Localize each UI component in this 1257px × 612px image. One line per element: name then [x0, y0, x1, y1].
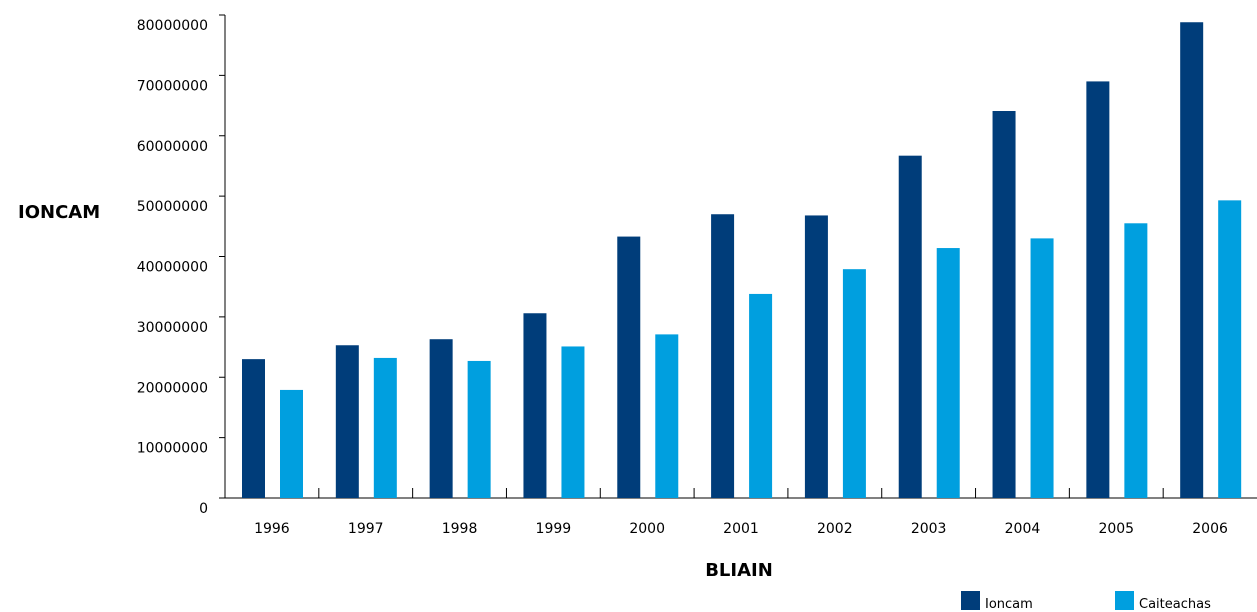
x-tick-label: 1998: [442, 521, 478, 537]
x-tick-label: 2004: [1005, 521, 1041, 537]
bar-caiteachas-1999: [561, 346, 585, 498]
bar-ioncam-1998: [429, 339, 453, 498]
x-tick-label: 1996: [254, 521, 290, 537]
bar-ioncam-2002: [804, 215, 828, 498]
bar-caiteachas-1998: [467, 360, 491, 498]
x-tick-label: 2006: [1192, 521, 1228, 537]
bar-caiteachas-2001: [749, 293, 773, 498]
y-tick-label: 80000000: [137, 18, 208, 34]
bar-caiteachas-2002: [842, 269, 866, 498]
x-tick-label: 2005: [1098, 521, 1134, 537]
bar-ioncam-2004: [992, 110, 1016, 498]
legend-label-ioncam: Ioncam: [985, 597, 1033, 612]
y-axis: 0 10000000 20000000 30000000 40000000 5000000…: [137, 14, 226, 517]
bar-caiteachas-2005: [1124, 223, 1148, 498]
bar-ioncam-2003: [898, 155, 922, 498]
x-tick-label: 2003: [911, 521, 947, 537]
x-tick-label: 1997: [348, 521, 384, 537]
x-tick-label: 2002: [817, 521, 853, 537]
bars: [242, 22, 1242, 499]
bar-ioncam-2005: [1086, 81, 1110, 498]
bar-caiteachas-2003: [936, 248, 960, 498]
legend-label-caiteachas: Caiteachas: [1139, 597, 1211, 612]
bar-caiteachas-2000: [655, 334, 679, 498]
bar-ioncam-2001: [711, 214, 735, 499]
y-tick-label: 70000000: [137, 78, 208, 94]
legend-swatch-ioncam: [961, 591, 980, 610]
bar-caiteachas-2006: [1218, 200, 1242, 498]
bar-ioncam-1996: [242, 359, 265, 498]
y-tick-label: 40000000: [137, 260, 208, 276]
bar-ioncam-2006: [1180, 22, 1204, 499]
x-axis-title: BLIAIN: [705, 560, 773, 581]
legend: Ioncam Caiteachas: [961, 591, 1211, 612]
legend-swatch-caiteachas: [1115, 591, 1134, 610]
y-axis-title: IONCAM: [18, 202, 100, 223]
bar-ioncam-1999: [523, 313, 547, 498]
y-tick-label: 10000000: [137, 441, 208, 457]
x-tick-label: 2001: [723, 521, 759, 537]
bar-caiteachas-1997: [373, 357, 397, 498]
x-tick-label: 1999: [536, 521, 572, 537]
x-tick-label: 2000: [629, 521, 665, 537]
x-axis: 1996 1997 1998 1999 2000 2001 2002 2003 2004 2005…: [225, 488, 1257, 537]
y-tick-label: 0: [199, 501, 208, 517]
y-tick-label: 50000000: [137, 199, 208, 215]
bar-caiteachas-2004: [1030, 238, 1054, 498]
bar-ioncam-2000: [617, 236, 641, 499]
y-tick-label: 20000000: [137, 380, 208, 396]
y-tick-label: 30000000: [137, 320, 208, 336]
y-tick-label: 60000000: [137, 139, 208, 155]
bar-ioncam-1997: [335, 345, 359, 498]
bar-caiteachas-1996: [280, 389, 303, 498]
